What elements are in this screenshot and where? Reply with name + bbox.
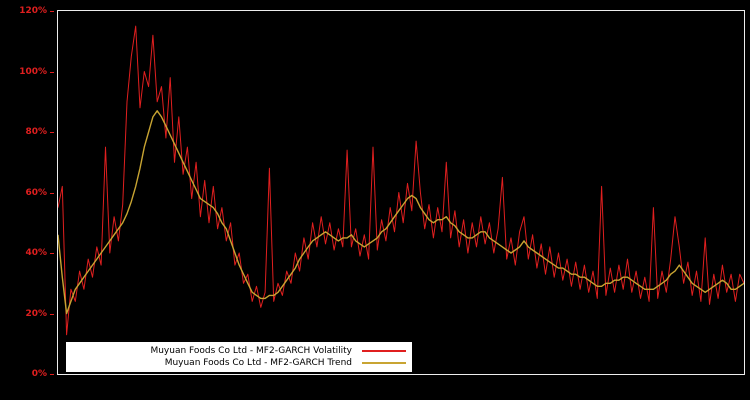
y-tick-label: 20%	[25, 308, 47, 319]
y-tick-label: 100%	[19, 66, 47, 77]
legend-line-volatility-sample	[362, 350, 406, 352]
legend-line-trend-sample	[362, 362, 406, 364]
y-tick-mark	[50, 374, 54, 375]
y-tick-label: 120%	[19, 6, 47, 16]
chart-canvas	[58, 25, 744, 336]
y-tick-label: 0%	[31, 369, 47, 379]
volatility-line	[58, 25, 744, 336]
y-tick-mark	[50, 11, 54, 12]
plot-area: Muyuan Foods Co Ltd - MF2-GARCH Volatili…	[57, 10, 745, 375]
legend-label-trend: Muyuan Foods Co Ltd - MF2-GARCH Trend	[164, 358, 352, 368]
y-tick-label: 80%	[25, 127, 47, 137]
y-tick-mark	[50, 192, 54, 194]
legend: Muyuan Foods Co Ltd - MF2-GARCH Volatili…	[66, 342, 412, 372]
y-tick-mark	[50, 253, 54, 254]
legend-item-trend: Muyuan Foods Co Ltd - MF2-GARCH Trend	[72, 357, 406, 369]
legend-label-volatility: Muyuan Foods Co Ltd - MF2-GARCH Volatili…	[150, 346, 352, 356]
y-tick-mark	[50, 71, 54, 73]
y-tick-mark	[50, 132, 54, 133]
y-tick-mark	[50, 313, 54, 315]
legend-item-volatility: Muyuan Foods Co Ltd - MF2-GARCH Volatili…	[72, 345, 406, 357]
y-tick-label: 40%	[25, 248, 47, 258]
y-axis: 0% 20% 40% 60% 80% 100% 120%	[0, 6, 56, 379]
trend-line	[58, 110, 744, 315]
y-tick-label: 60%	[25, 187, 47, 198]
